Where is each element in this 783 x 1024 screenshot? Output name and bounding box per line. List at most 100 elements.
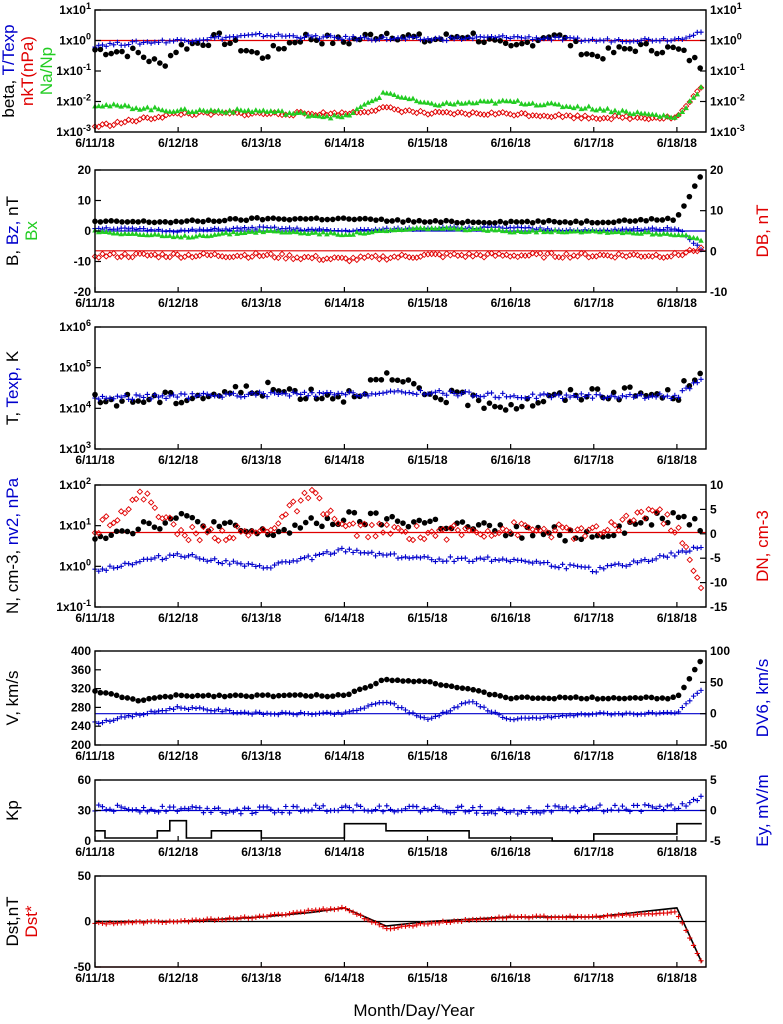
point-N-2-42 — [248, 528, 256, 535]
point-N-0-43 — [324, 515, 331, 522]
point-Kp-1-58 — [309, 807, 315, 813]
point-beta-1-70 — [354, 37, 360, 43]
point-Kp-1-113 — [515, 811, 521, 817]
point-N-2-98 — [458, 531, 465, 539]
point-T-0-90 — [578, 396, 585, 403]
point-beta-1-59 — [313, 33, 319, 39]
xtick-label-N-4: 6/15/18 — [407, 611, 447, 625]
point-N-1-121 — [545, 559, 551, 566]
point-beta-2-128 — [570, 115, 578, 122]
point-beta-1-9 — [126, 41, 132, 48]
point-B-0-52 — [373, 217, 379, 223]
point-B-1-28 — [197, 226, 203, 232]
point-N-1-7 — [118, 563, 124, 569]
point-V-1-138 — [608, 712, 614, 718]
point-beta-1-118 — [533, 35, 540, 41]
point-V-0-27 — [238, 692, 244, 699]
point-beta-3-143 — [627, 110, 633, 116]
point-N-0-86 — [556, 532, 563, 539]
point-T-1-21 — [170, 392, 177, 398]
point-T-1-124 — [556, 392, 562, 398]
point-N-0-27 — [238, 527, 244, 534]
point-B-0-37 — [292, 216, 298, 222]
point-T-1-28 — [197, 392, 203, 398]
point-B-2-148 — [645, 229, 652, 235]
xtick-label-Dst-2: 6/13/18 — [241, 971, 281, 985]
point-Dst-1-62 — [324, 907, 330, 913]
point-B-3-130 — [578, 249, 585, 257]
point-N-0-46 — [340, 517, 347, 524]
point-V-1-24 — [182, 705, 188, 711]
point-V-1-66 — [339, 711, 345, 717]
point-B-2-2 — [99, 228, 106, 234]
point-N-0-101 — [637, 519, 644, 526]
point-B-0-30 — [254, 215, 260, 221]
point-V-0-8 — [135, 697, 142, 704]
point-beta-2-118 — [533, 112, 540, 119]
point-N-2-138 — [607, 518, 615, 526]
point-beta-0-1 — [97, 46, 104, 53]
point-V-0-13 — [162, 693, 169, 700]
point-Dst-1-81 — [395, 924, 401, 931]
point-T-1-133 — [589, 395, 596, 401]
point-Kp-1-160 — [690, 796, 697, 803]
point-B-1-40 — [242, 224, 248, 231]
point-T-0-93 — [594, 386, 601, 392]
point-N-2-5 — [110, 519, 117, 527]
point-beta-3-60 — [316, 113, 323, 119]
point-V-1-156 — [675, 709, 682, 715]
point-beta-0-77 — [508, 42, 514, 49]
point-N-2-63 — [327, 507, 334, 514]
point-beta-1-113 — [515, 34, 521, 40]
point-T-1-146 — [638, 391, 644, 398]
point-V-1-83 — [402, 707, 409, 713]
point-Kp-1-19 — [163, 808, 169, 814]
right-ytick-label-V-3: 100 — [710, 644, 730, 658]
point-Kp-1-126 — [563, 804, 569, 810]
point-V-0-63 — [432, 680, 439, 687]
xtick-label-N-5: 6/16/18 — [491, 611, 531, 625]
point-B-0-110 — [686, 193, 693, 200]
point-beta-2-8 — [121, 118, 129, 126]
point-beta-3-62 — [324, 113, 330, 119]
point-beta-2-137 — [604, 114, 611, 122]
point-V-1-159 — [687, 698, 693, 704]
point-beta-1-34 — [219, 36, 225, 42]
point-beta-3-124 — [556, 101, 562, 107]
point-Kp-1-67 — [343, 803, 349, 809]
point-beta-0-92 — [589, 51, 595, 58]
point-B-0-15 — [173, 218, 179, 225]
point-B-2-16 — [152, 231, 158, 237]
point-B-2-87 — [417, 225, 424, 231]
point-B-3-20 — [166, 253, 174, 261]
point-N-1-52 — [286, 559, 293, 565]
point-beta-1-18 — [159, 37, 165, 43]
point-B-3-129 — [574, 253, 581, 260]
point-T-1-125 — [560, 395, 566, 402]
point-B-1-9 — [126, 226, 132, 232]
point-B-0-107 — [670, 217, 676, 223]
point-N-0-90 — [578, 536, 585, 543]
point-beta-2-124 — [555, 111, 563, 118]
point-T-1-52 — [286, 393, 293, 399]
point-N-2-75 — [372, 532, 379, 540]
point-Dst-1-63 — [328, 906, 334, 912]
point-N-1-128 — [571, 562, 577, 568]
point-T-1-106 — [488, 390, 495, 396]
point-beta-3-101 — [470, 100, 476, 106]
point-beta-1-4 — [107, 40, 113, 47]
point-N-0-109 — [681, 513, 687, 520]
point-Kp-1-28 — [197, 805, 203, 811]
point-Dst-1-32 — [212, 917, 218, 923]
point-B-3-93 — [439, 253, 447, 261]
xtick-label-N-1: 6/12/18 — [158, 611, 198, 625]
point-N-0-44 — [329, 521, 336, 528]
point-N-1-118 — [533, 558, 540, 564]
point-V-1-70 — [354, 707, 360, 713]
xtick-label-T-1: 6/12/18 — [158, 453, 198, 467]
point-B-0-62 — [427, 219, 433, 225]
point-Kp-1-121 — [545, 803, 551, 809]
point-V-0-93 — [594, 696, 601, 702]
point-T-0-110 — [686, 383, 693, 389]
